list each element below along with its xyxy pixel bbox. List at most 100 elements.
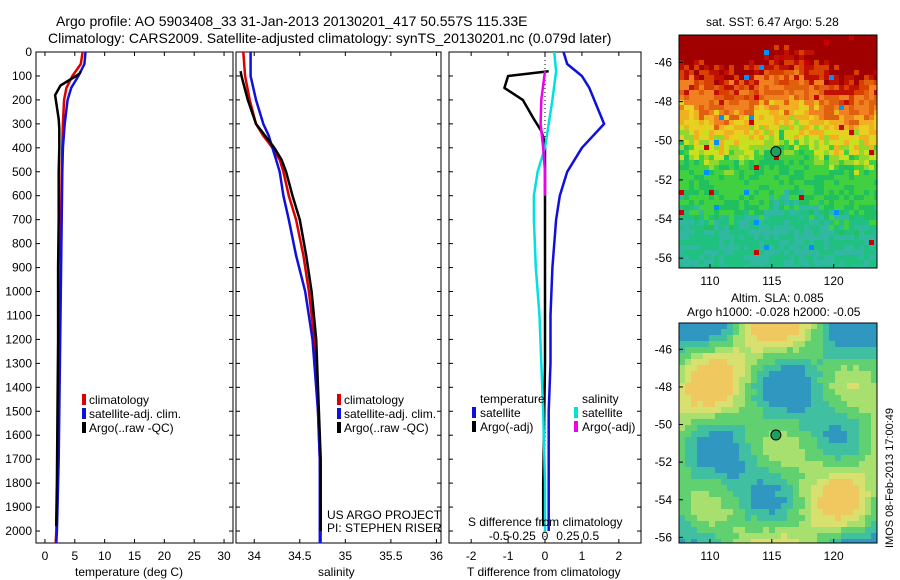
map-cell <box>793 467 800 474</box>
map-cell <box>679 539 686 543</box>
map-cell <box>853 395 860 402</box>
map-cell <box>704 40 710 46</box>
map-cell <box>859 190 865 196</box>
map-cell <box>689 80 695 86</box>
map-cell <box>809 150 815 156</box>
map-cell <box>817 431 824 438</box>
map-cell <box>679 100 685 106</box>
map-cell <box>751 365 758 372</box>
map-cell <box>844 200 850 206</box>
map-cell <box>754 175 760 181</box>
map-cell <box>794 235 800 241</box>
map-cell <box>699 265 705 268</box>
map-cell <box>874 125 877 131</box>
map-cell <box>679 40 685 46</box>
map-cell <box>869 215 875 221</box>
map-cell <box>751 377 758 384</box>
map-cell <box>829 521 836 528</box>
map-cell <box>714 220 720 226</box>
map-cell <box>685 407 692 414</box>
map-cell <box>775 401 782 408</box>
map-cell <box>679 455 686 462</box>
map-cell <box>805 509 812 516</box>
map-cell <box>694 265 700 268</box>
map-cell <box>763 479 770 486</box>
map-cell <box>714 40 720 46</box>
map-cell <box>709 359 716 366</box>
map-cell <box>814 75 820 81</box>
map-cell <box>744 215 750 221</box>
map-cell <box>764 130 770 136</box>
map-cell <box>697 533 704 540</box>
map-cell <box>869 95 875 101</box>
map-cell <box>849 250 855 256</box>
map-cell <box>804 250 810 256</box>
map-cell <box>839 130 845 136</box>
map-cell <box>754 240 760 246</box>
map-cell <box>744 250 750 256</box>
map-cell <box>749 95 755 101</box>
map-cell <box>694 110 700 116</box>
map-cell <box>829 395 836 402</box>
map-cell <box>714 55 720 61</box>
map-cell <box>715 509 722 516</box>
map-cell <box>739 323 746 330</box>
map-cell <box>704 85 710 91</box>
map-cell <box>684 70 690 76</box>
map-cell <box>787 479 794 486</box>
map-cell <box>869 65 875 71</box>
map-cell <box>835 449 842 456</box>
map-cell <box>805 383 812 390</box>
map-cell <box>804 45 810 51</box>
map-cell <box>739 353 746 360</box>
map-cell <box>799 341 806 348</box>
map-cell <box>703 473 710 480</box>
map-cell <box>733 335 740 342</box>
map-cell <box>703 419 710 426</box>
map-cell <box>804 60 810 66</box>
map-cell <box>754 35 760 41</box>
map-cell <box>774 80 780 86</box>
map-cell <box>727 371 734 378</box>
map-cell <box>874 90 877 96</box>
map-cell <box>745 467 752 474</box>
map-cell <box>734 150 740 156</box>
map-cell <box>689 60 695 66</box>
map-cell <box>714 60 720 66</box>
map-cell <box>864 110 870 116</box>
map-cell <box>709 533 716 540</box>
map-cell <box>751 323 758 330</box>
map-cell <box>709 165 715 171</box>
map-cell <box>727 383 734 390</box>
map-cell <box>724 135 730 141</box>
map-cell <box>809 50 815 56</box>
map-cell <box>685 461 692 468</box>
map-cell <box>804 40 810 46</box>
map-cell <box>691 515 698 522</box>
map-cell <box>684 235 690 241</box>
map-cell <box>679 365 686 372</box>
map-cell <box>769 455 776 462</box>
salinity-panel: 34 34.5 35 35.5 36 <box>235 51 443 563</box>
map-cell <box>733 431 740 438</box>
map-cell <box>703 515 710 522</box>
map-cell <box>835 365 842 372</box>
map-cell <box>763 395 770 402</box>
map-cell <box>715 461 722 468</box>
map-cell <box>709 503 716 510</box>
map-cell <box>839 180 845 186</box>
map-cell <box>745 455 752 462</box>
map-cell <box>744 260 750 266</box>
map-cell <box>809 140 815 146</box>
map-cell <box>834 190 840 196</box>
map-cell <box>859 125 865 131</box>
map-cell <box>829 240 835 246</box>
map-cell <box>874 245 877 251</box>
map-cell <box>764 190 770 196</box>
map-cell <box>721 353 728 360</box>
map-cell <box>727 539 734 543</box>
map-cell <box>764 155 770 161</box>
map-cell <box>859 461 866 468</box>
map-cell <box>853 359 860 366</box>
map-cell <box>849 70 855 76</box>
